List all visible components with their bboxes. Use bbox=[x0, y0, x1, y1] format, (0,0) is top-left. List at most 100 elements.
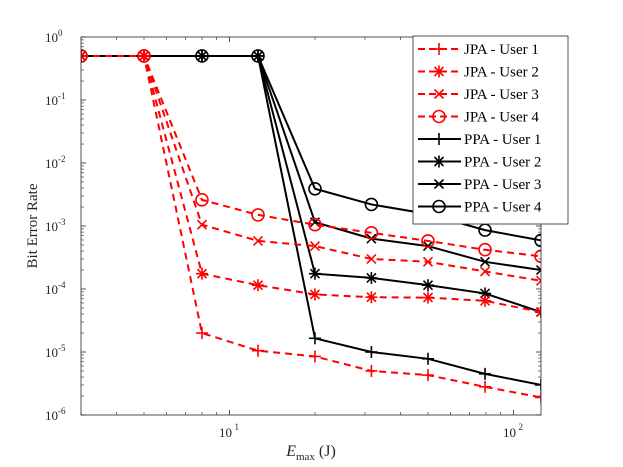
point-ppa-user-3-6 bbox=[422, 241, 434, 252]
point-jpa-user-2-5 bbox=[365, 291, 378, 304]
y-tick-exponent: -1 bbox=[58, 91, 66, 101]
point-ppa-user-4-3 bbox=[251, 49, 265, 63]
legend-entry-jpa-user-4: JPA - User 4 bbox=[418, 110, 539, 126]
point-jpa-user-3-8 bbox=[535, 275, 541, 286]
y-axis-label: Bit Error Rate bbox=[25, 183, 41, 268]
point-jpa-user-2-3 bbox=[251, 279, 264, 292]
legend-marker bbox=[433, 65, 445, 78]
point-jpa-user-2-6 bbox=[421, 291, 434, 304]
legend-marker bbox=[432, 199, 446, 214]
point-jpa-user-3-6 bbox=[422, 256, 434, 267]
y-tick-exponent: -6 bbox=[58, 406, 66, 416]
point-jpa-user-3-5 bbox=[366, 253, 377, 265]
point-jpa-user-4-0 bbox=[81, 49, 88, 63]
point-jpa-user-4-6 bbox=[421, 234, 435, 248]
point-jpa-user-2-4 bbox=[308, 288, 321, 301]
legend-entry-jpa-user-1: JPA - User 1 bbox=[418, 42, 539, 58]
point-ppa-user-4-2 bbox=[195, 49, 209, 63]
point-ppa-user-4-8 bbox=[534, 233, 541, 248]
point-jpa-user-3-2 bbox=[196, 219, 208, 230]
point-jpa-user-1-5 bbox=[365, 364, 378, 377]
x-tick-label: 10 bbox=[219, 425, 232, 440]
point-ppa-user-3-8 bbox=[535, 264, 541, 276]
legend-entry-ppa-user-3: PPA - User 3 bbox=[418, 177, 541, 193]
x-tick-exponent: 2 bbox=[518, 422, 523, 432]
legend-entry-ppa-user-1: PPA - User 1 bbox=[418, 132, 541, 148]
point-jpa-user-4-7 bbox=[478, 242, 492, 257]
y-tick-exponent: -3 bbox=[58, 217, 66, 227]
y-tick-exponent: -2 bbox=[58, 154, 66, 164]
y-tick-label: 10 bbox=[45, 30, 58, 45]
y-tick-label: 10 bbox=[45, 219, 58, 234]
point-jpa-user-1-6 bbox=[421, 369, 434, 382]
legend-label: PPA - User 1 bbox=[464, 132, 541, 148]
point-jpa-user-2-8 bbox=[535, 306, 541, 319]
legend-entry-ppa-user-2: PPA - User 2 bbox=[418, 155, 541, 171]
point-jpa-user-3-3 bbox=[252, 235, 264, 246]
legend-entry-jpa-user-3: JPA - User 3 bbox=[418, 87, 539, 103]
series-jpa-user-3 bbox=[81, 50, 541, 286]
line-ppa-user-4 bbox=[81, 54, 541, 242]
point-jpa-user-1-3 bbox=[251, 344, 264, 357]
y-tick-exponent: -5 bbox=[58, 343, 66, 353]
point-jpa-user-4-1 bbox=[137, 49, 151, 63]
point-ppa-user-1-4 bbox=[308, 332, 321, 345]
point-jpa-user-4-4 bbox=[308, 217, 322, 232]
y-tick-label: 10 bbox=[45, 408, 58, 423]
legend-marker bbox=[433, 43, 445, 55]
line-jpa-user-4 bbox=[81, 54, 541, 258]
point-jpa-user-1-7 bbox=[479, 380, 492, 393]
point-ppa-user-3-7 bbox=[479, 256, 491, 267]
point-jpa-user-4-3 bbox=[251, 208, 265, 222]
y-tick-label: 10 bbox=[45, 93, 58, 108]
point-jpa-user-2-2 bbox=[195, 267, 208, 280]
legend-label: JPA - User 2 bbox=[464, 65, 539, 81]
point-jpa-user-4-2 bbox=[195, 193, 209, 207]
point-jpa-user-3-4 bbox=[309, 241, 321, 252]
point-ppa-user-1-5 bbox=[365, 346, 378, 358]
point-jpa-user-2-7 bbox=[479, 294, 492, 307]
x-axis-label: Emax (J) bbox=[285, 443, 336, 463]
legend-label: PPA - User 3 bbox=[464, 177, 541, 193]
legend-marker bbox=[432, 109, 446, 124]
point-jpa-user-1-4 bbox=[308, 350, 321, 363]
series-layer bbox=[81, 49, 541, 404]
x-tick-exponent: 1 bbox=[234, 422, 239, 432]
point-ppa-user-1-7 bbox=[479, 367, 492, 380]
point-jpa-user-4-8 bbox=[534, 249, 541, 264]
legend-label: JPA - User 3 bbox=[464, 87, 539, 103]
point-jpa-user-1-2 bbox=[195, 327, 208, 340]
point-ppa-user-4-4 bbox=[308, 181, 322, 196]
point-ppa-user-2-5 bbox=[365, 271, 378, 284]
y-tick-label: 10 bbox=[45, 345, 58, 360]
y-tick-exponent: 0 bbox=[58, 28, 63, 38]
y-tick-label: 10 bbox=[45, 156, 58, 171]
point-jpa-user-3-7 bbox=[479, 266, 491, 277]
x-tick-label: 10 bbox=[503, 425, 516, 440]
series-jpa-user-4 bbox=[81, 49, 541, 264]
point-ppa-user-4-5 bbox=[364, 197, 379, 212]
legend-label: PPA - User 4 bbox=[464, 200, 542, 216]
legend-label: JPA - User 1 bbox=[464, 42, 539, 58]
point-jpa-user-1-8 bbox=[535, 391, 541, 404]
legend-entry-jpa-user-2: JPA - User 2 bbox=[418, 65, 539, 81]
point-ppa-user-1-6 bbox=[421, 352, 434, 365]
y-tick-label: 10 bbox=[45, 282, 58, 297]
legend-label: JPA - User 4 bbox=[464, 110, 539, 126]
legend-marker bbox=[433, 178, 445, 190]
point-ppa-user-1-8 bbox=[535, 378, 541, 391]
legend-label: PPA - User 2 bbox=[464, 155, 541, 171]
y-tick-exponent: -4 bbox=[58, 280, 66, 290]
legend-marker bbox=[433, 133, 445, 145]
line-jpa-user-2 bbox=[81, 54, 541, 314]
legend: JPA - User 1 JPA - User 2 JPA - User 3 JPA … bbox=[412, 35, 569, 225]
point-jpa-user-3-0 bbox=[81, 50, 87, 62]
point-ppa-user-2-6 bbox=[421, 279, 434, 292]
point-jpa-user-4-5 bbox=[364, 225, 379, 240]
point-ppa-user-2-4 bbox=[308, 267, 321, 280]
legend-marker bbox=[433, 88, 445, 100]
line-jpa-user-3 bbox=[81, 54, 541, 282]
legend-entry-ppa-user-4: PPA - User 4 bbox=[418, 200, 542, 216]
legend-marker bbox=[433, 155, 445, 168]
series-jpa-user-1 bbox=[81, 49, 541, 404]
